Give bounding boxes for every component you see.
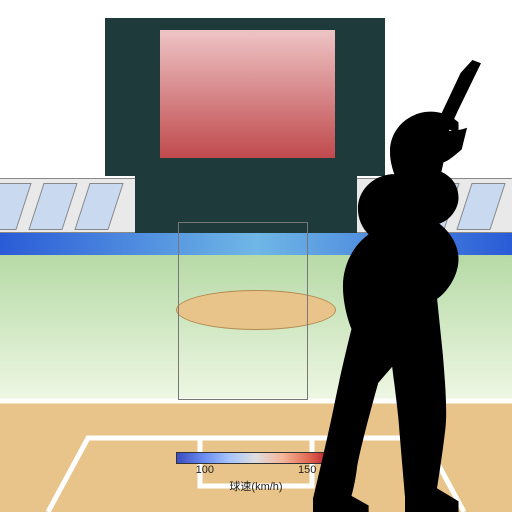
batter-silhouette — [298, 60, 512, 512]
speed-tick-label: 100 — [196, 464, 214, 476]
strike-zone — [178, 222, 308, 400]
pitch-location-scene: 100150 球速(km/h) — [0, 0, 512, 512]
